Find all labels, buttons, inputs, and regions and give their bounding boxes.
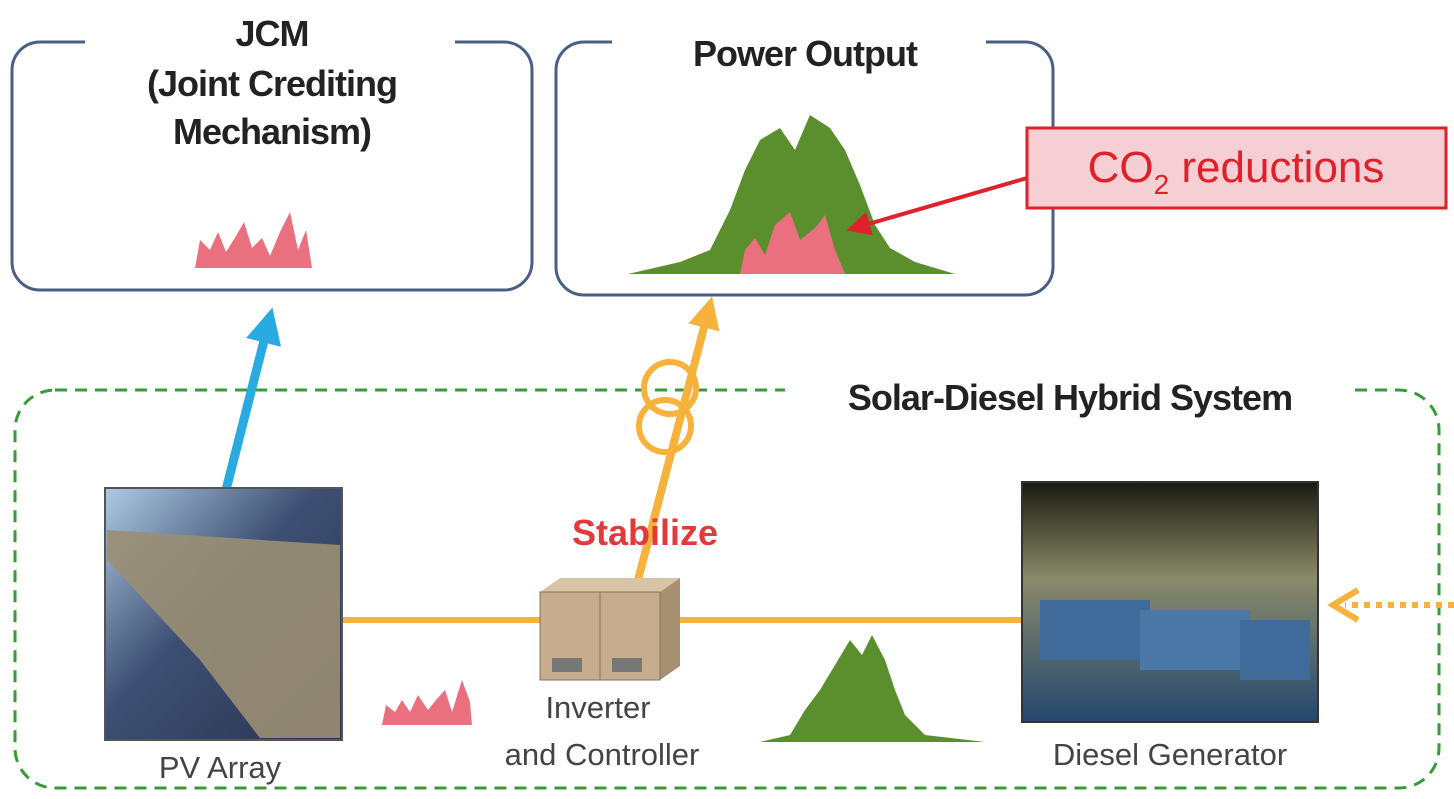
inverter-side [660, 578, 680, 680]
pv-profile [382, 680, 472, 725]
transformer [641, 359, 699, 417]
pv-label: PV Array [159, 750, 282, 785]
output-profile [628, 115, 955, 274]
system-title: Solar-Diesel Hybrid System [848, 377, 1292, 418]
callout-rest: reductions [1169, 143, 1384, 192]
callout-arrow [846, 176, 1028, 236]
jcm-title: Mechanism) [173, 111, 371, 152]
callout-box [1025, 126, 1448, 210]
engine [1040, 600, 1150, 660]
inverter-vent [552, 658, 582, 672]
diesel-label: Diesel Generator [1053, 737, 1287, 772]
output-arrow [634, 296, 720, 582]
system-box [13, 388, 1441, 790]
diesel-profile [760, 635, 985, 742]
inverter-label: Inverter [545, 690, 650, 725]
stabilize-label: Stabilize [572, 512, 718, 553]
pv-share [740, 212, 845, 274]
title-gap [612, 30, 986, 55]
jcm-title: (Joint Crediting [147, 63, 397, 104]
callout-text: CO2 reductions [1088, 143, 1385, 200]
pv-ground [107, 530, 340, 738]
pv-profile [195, 212, 312, 268]
inverter-label: and Controller [505, 737, 700, 772]
power-title: Power Output [693, 33, 918, 74]
callout-sub: 2 [1154, 169, 1170, 200]
jcm-title: JCM [235, 13, 308, 54]
engine [1140, 610, 1250, 670]
inverter-top [540, 578, 680, 592]
title-gap [785, 375, 1355, 405]
inverter-vent [612, 658, 642, 672]
jcm-arrow [221, 307, 282, 492]
title-gap [85, 30, 455, 55]
callout-main: CO [1088, 143, 1154, 192]
fuel-arrowhead [1327, 587, 1360, 623]
transformer [636, 397, 694, 455]
engine [1240, 620, 1310, 680]
